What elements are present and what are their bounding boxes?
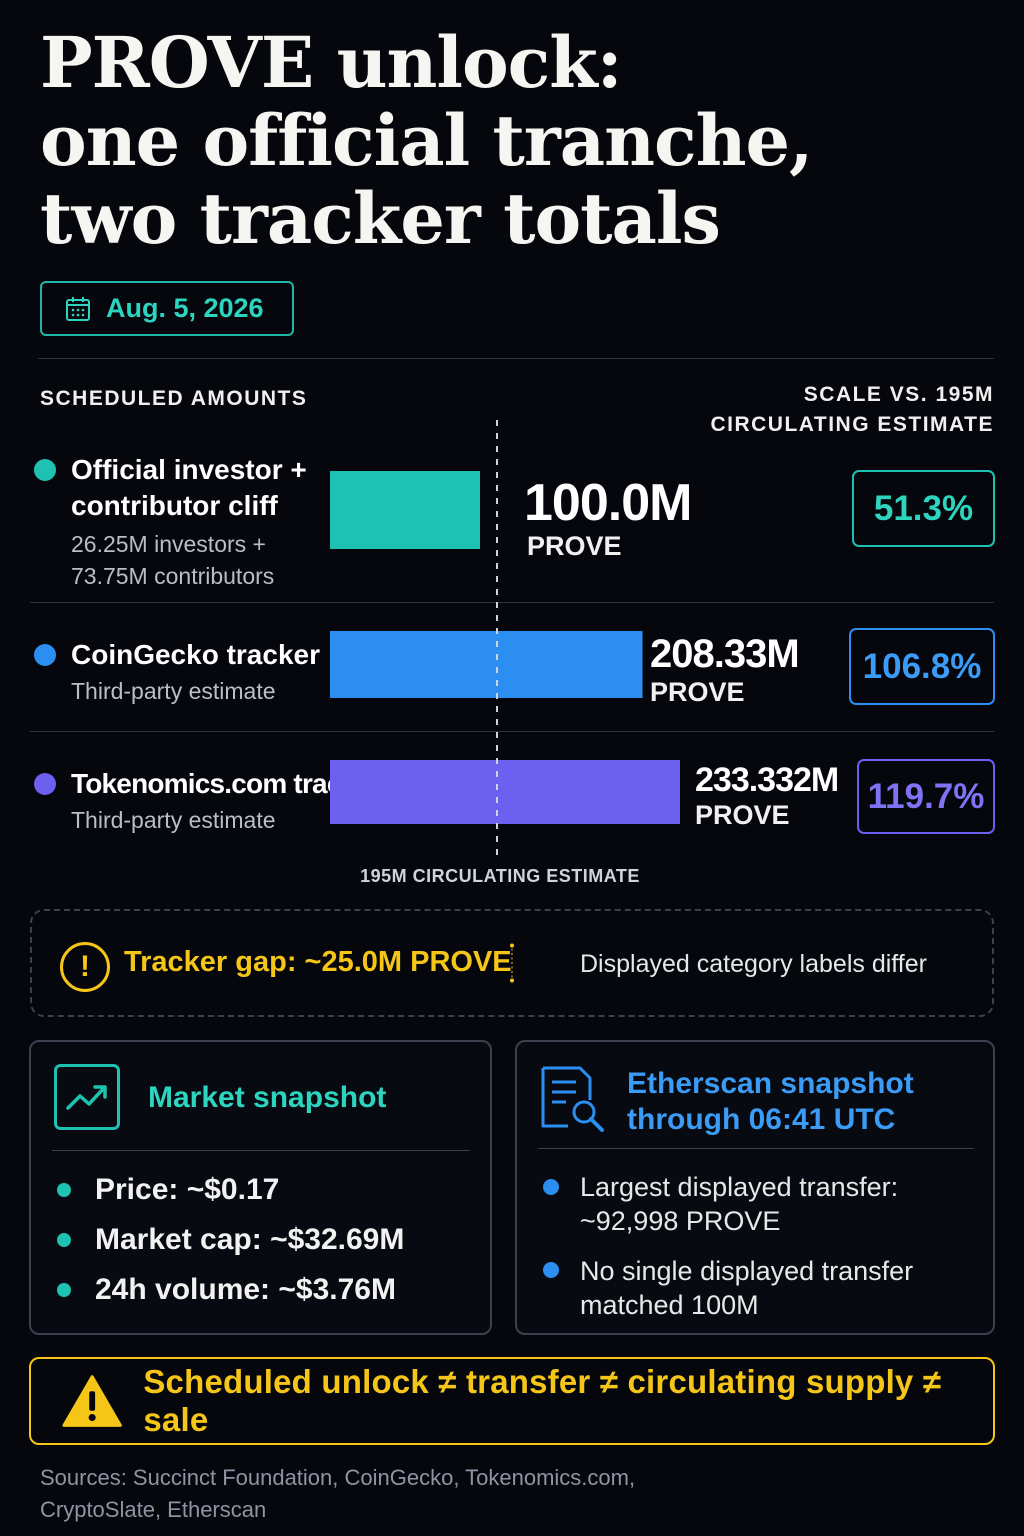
legend-dot-tokenomics	[34, 773, 56, 795]
title-line-2: one official tranche,	[40, 99, 813, 182]
warning-banner: Scheduled unlock ≠ transfer ≠ circulatin…	[29, 1357, 995, 1445]
largest-transfer-line-1: Largest displayed transfer:	[580, 1172, 899, 1202]
row-sub-tokenomics: Third-party estimate	[71, 807, 276, 833]
etherscan-title-line-1: Etherscan snapshot	[627, 1067, 914, 1100]
row-sub-coingecko: Third-party estimate	[71, 678, 276, 704]
unit-coingecko: PROVE	[650, 677, 745, 707]
value-label-tokenomics: 233.332M PROVE	[695, 761, 839, 831]
bar-coingecko	[330, 631, 643, 698]
sources-note: Sources: Succinct Foundation, CoinGecko,…	[40, 1462, 740, 1526]
scheduled-amounts-label: SCHEDULED AMOUNTS	[40, 387, 308, 410]
row-divider	[30, 602, 994, 603]
warning-text: Scheduled unlock ≠ transfer ≠ circulatin…	[143, 1363, 942, 1438]
row-title-coingecko: CoinGecko tracker	[71, 639, 320, 670]
legend-dot-coingecko	[34, 644, 56, 666]
value-label-official: 100.0M PROVE	[524, 474, 692, 562]
bullet-dot	[543, 1262, 559, 1278]
dotted-divider	[510, 943, 514, 983]
date-badge: Aug. 5, 2026	[40, 281, 294, 336]
bar-tokenomics	[330, 760, 680, 824]
reference-line-label: 195M CIRCULATING ESTIMATE	[360, 866, 640, 886]
pct-badge-coingecko: 106.8%	[849, 628, 995, 705]
largest-transfer: Largest displayed transfer: ~92,998 PROV…	[580, 1170, 898, 1238]
row-title-official-line-2: contributor cliff	[71, 490, 278, 521]
market-cap: Market cap: ~$32.69M	[95, 1223, 405, 1256]
bullet-dot	[57, 1233, 71, 1247]
row-sub-official-line-1: 26.25M investors +	[71, 531, 266, 557]
row-divider	[30, 731, 994, 732]
bullet-dot	[543, 1179, 559, 1195]
market-snapshot-title: Market snapshot	[148, 1081, 387, 1114]
warning-triangle-icon	[62, 1375, 122, 1427]
bar-chart	[330, 420, 680, 862]
card-divider	[538, 1148, 974, 1149]
largest-transfer-line-2: ~92,998 PROVE	[580, 1206, 781, 1236]
page-title: PROVE unlock: one official tranche, two …	[40, 24, 1000, 258]
divider	[38, 358, 994, 359]
legend-dot-official	[34, 459, 56, 481]
tracker-gap-text: Tracker gap: ~25.0M PROVE	[124, 946, 512, 978]
calendar-icon	[66, 296, 90, 321]
unit-official: PROVE	[527, 531, 622, 561]
sources-line-2: CryptoSlate, Etherscan	[40, 1497, 267, 1522]
document-search-icon	[541, 1066, 604, 1132]
sources-line-1: Sources: Succinct Foundation, CoinGecko,…	[40, 1465, 636, 1490]
scale-label: SCALE VS. 195M CIRCULATING ESTIMATE	[710, 380, 994, 440]
pct-badge-tokenomics: 119.7%	[857, 759, 995, 834]
no-match-line-1: No single displayed transfer	[580, 1256, 914, 1286]
trend-up-icon	[54, 1064, 120, 1130]
gap-note: Displayed category labels differ	[580, 950, 927, 978]
no-match-note: No single displayed transfer matched 100…	[580, 1254, 913, 1322]
row-title-official-line-1: Official investor +	[71, 454, 307, 485]
value-label-coingecko: 208.33M PROVE	[650, 632, 800, 708]
scale-label-line-2: CIRCULATING ESTIMATE	[710, 413, 994, 436]
row-sub-official-line-2: 73.75M contributors	[71, 563, 275, 589]
market-volume: 24h volume: ~$3.76M	[95, 1273, 396, 1306]
value-tokenomics: 233.332M	[695, 761, 839, 799]
card-divider	[52, 1150, 470, 1151]
etherscan-title: Etherscan snapshot through 06:41 UTC	[627, 1066, 914, 1138]
row-label-official: Official investor + contributor cliff 26…	[71, 452, 307, 592]
tracker-gap-box	[30, 909, 994, 1017]
title-line-3: two tracker totals	[40, 177, 721, 260]
bullet-dot	[57, 1183, 71, 1197]
no-match-line-2: matched 100M	[580, 1290, 759, 1320]
unit-tokenomics: PROVE	[695, 800, 790, 830]
bar-official	[330, 471, 481, 549]
etherscan-snapshot-card	[515, 1040, 995, 1335]
row-label-coingecko: CoinGecko tracker Third-party estimate	[71, 637, 320, 707]
value-official: 100.0M	[524, 474, 692, 532]
market-price: Price: ~$0.17	[95, 1173, 280, 1206]
title-line-1: PROVE unlock:	[40, 21, 623, 104]
bullet-dot	[57, 1283, 71, 1297]
value-coingecko: 208.33M	[650, 632, 800, 676]
alert-circle-icon: !	[60, 942, 110, 992]
etherscan-title-line-2: through 06:41 UTC	[627, 1103, 896, 1136]
pct-badge-official: 51.3%	[852, 470, 995, 547]
date-text: Aug. 5, 2026	[106, 293, 264, 323]
scale-label-line-1: SCALE VS. 195M	[803, 383, 994, 406]
